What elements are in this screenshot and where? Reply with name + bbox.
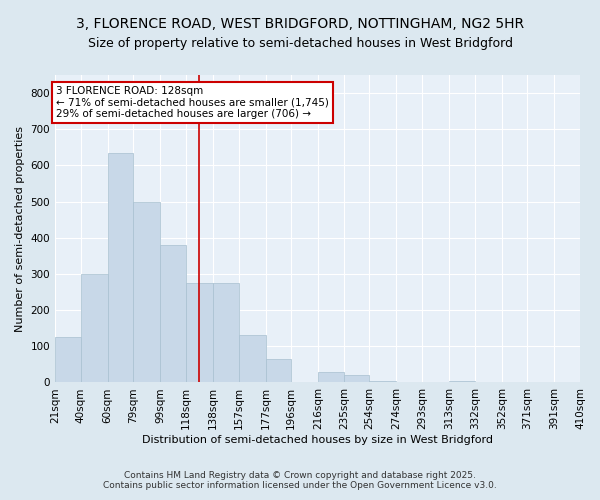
Y-axis label: Number of semi-detached properties: Number of semi-detached properties xyxy=(15,126,25,332)
Bar xyxy=(55,337,80,382)
Bar xyxy=(133,202,160,382)
Bar xyxy=(370,380,397,382)
Text: Contains HM Land Registry data © Crown copyright and database right 2025.
Contai: Contains HM Land Registry data © Crown c… xyxy=(103,470,497,490)
Bar xyxy=(213,283,239,382)
Bar xyxy=(344,375,370,382)
Bar xyxy=(239,336,266,382)
X-axis label: Distribution of semi-detached houses by size in West Bridgford: Distribution of semi-detached houses by … xyxy=(142,435,493,445)
Bar xyxy=(318,372,344,382)
Text: 3, FLORENCE ROAD, WEST BRIDGFORD, NOTTINGHAM, NG2 5HR: 3, FLORENCE ROAD, WEST BRIDGFORD, NOTTIN… xyxy=(76,18,524,32)
Bar xyxy=(449,380,475,382)
Text: Size of property relative to semi-detached houses in West Bridgford: Size of property relative to semi-detach… xyxy=(88,38,512,51)
Text: 3 FLORENCE ROAD: 128sqm
← 71% of semi-detached houses are smaller (1,745)
29% of: 3 FLORENCE ROAD: 128sqm ← 71% of semi-de… xyxy=(56,86,329,119)
Bar xyxy=(107,153,133,382)
Bar xyxy=(266,359,291,382)
Bar xyxy=(160,245,186,382)
Bar xyxy=(80,274,107,382)
Bar xyxy=(186,283,213,382)
